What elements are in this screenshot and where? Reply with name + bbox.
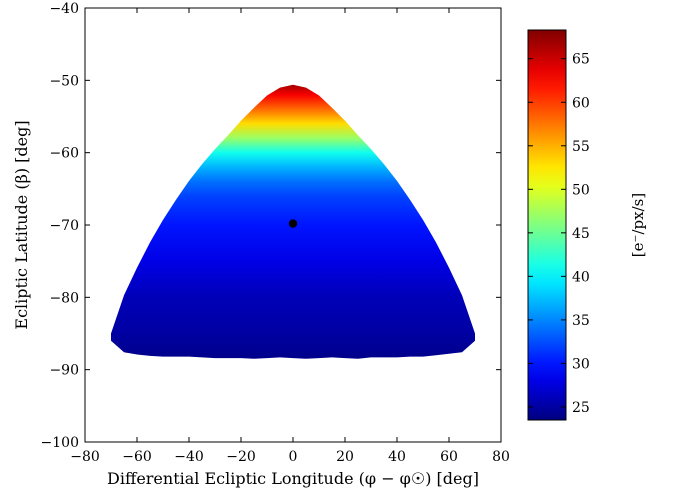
y-tick-label: −100	[41, 435, 79, 451]
x-tick-label: 60	[440, 449, 458, 465]
x-tick-label: −60	[122, 449, 152, 465]
colorbar-gradient	[527, 29, 567, 421]
y-tick-label: −40	[49, 1, 79, 17]
y-tick-label: −50	[49, 73, 79, 89]
x-axis-ticks: −80 −60 −40 −20 0 20 40 60 80	[70, 8, 510, 465]
plot-area: −80 −60 −40 −20 0 20 40 60 80 −40 −50 −60 −70 −80 −90…	[41, 1, 510, 465]
y-tick-label: −80	[49, 290, 79, 306]
x-tick-label: 0	[289, 449, 298, 465]
colorbar: 25 30 35 40 45 50 55 60 65	[527, 29, 590, 421]
x-tick-label: 80	[492, 449, 510, 465]
x-tick-label: −20	[226, 449, 256, 465]
colorbar-tick-label: 45	[572, 226, 590, 242]
y-tick-label: −60	[49, 146, 79, 162]
colorbar-tick-label: 65	[572, 52, 590, 68]
field-center-marker	[288, 219, 298, 228]
x-tick-label: −40	[174, 449, 204, 465]
colorbar-tick-label: 60	[572, 95, 590, 111]
colorbar-tick-label: 30	[572, 356, 590, 372]
colorbar-tick-label: 25	[572, 400, 590, 416]
colorbar-label: [e⁻/px/s]	[629, 193, 647, 257]
y-axis-ticks: −40 −50 −60 −70 −80 −90 −100	[41, 1, 501, 451]
y-tick-label: −70	[49, 218, 79, 234]
colorbar-tick-label: 35	[572, 313, 590, 329]
x-tick-label: −80	[70, 449, 100, 465]
colorbar-tick-label: 50	[572, 182, 590, 198]
colorbar-ticks: 25 30 35 40 45 50 55 60 65	[528, 52, 590, 416]
x-tick-label: 40	[388, 449, 406, 465]
y-axis-label: Ecliptic Latitude (β) [deg]	[12, 120, 31, 329]
colorbar-tick-label: 55	[572, 139, 590, 155]
x-axis-label: Differential Ecliptic Longitude (φ − φ☉)…	[107, 469, 479, 488]
y-tick-label: −90	[49, 363, 79, 379]
x-tick-label: 20	[336, 449, 354, 465]
colorbar-tick-label: 40	[572, 269, 590, 285]
